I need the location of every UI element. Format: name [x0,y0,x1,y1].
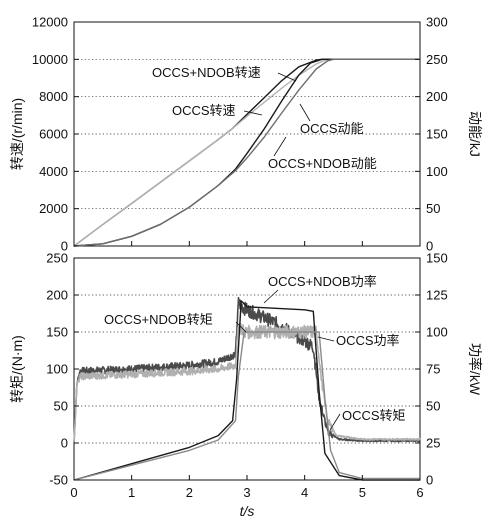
right-tick-label: 150 [426,127,448,142]
top-grid [74,58,420,210]
right-tick-label: 50 [426,399,440,414]
left-tick-label: 50 [54,399,68,414]
right-tick-label: 75 [426,362,440,377]
annotation-occs-ndob-power: OCCS+NDOB功率 [268,274,377,289]
top-right-axis-label: 动能/kJ [467,111,483,157]
x-tick-label: 1 [128,485,135,500]
top-left-axis-label: 转速/(r/min) [9,98,25,170]
annotation-occs-ndob-speed: OCCS+NDOB转速 [152,65,261,80]
left-tick-label: -50 [49,473,68,488]
annotation-occs-speed: OCCS转速 [172,103,236,118]
bottom-right-axis-label: 功率/kW [467,343,483,396]
left-tick-label: 4000 [39,164,68,179]
series-occs转矩 [73,322,421,443]
left-tick-label: 0 [61,239,68,254]
left-tick-label: 6000 [39,127,68,142]
bottom-left-axis-label: 转矩/(N·m) [9,335,25,403]
x-tick-label: 4 [301,485,308,500]
series-occs动能 [73,58,420,247]
right-tick-label: 300 [426,15,448,30]
left-tick-label: 100 [46,362,68,377]
left-tick-label: 12000 [32,15,68,30]
x-tick-label: 6 [416,485,423,500]
x-tick-label: 5 [359,485,366,500]
x-tick-label: 3 [243,485,250,500]
series-occs功率 [73,331,420,481]
top-series [73,58,420,247]
annotation-occs-energy-leader [299,103,311,122]
annotation-occs-torque: OCCS转矩 [342,408,406,423]
series-occs-ndob功率 [73,300,420,481]
annotation-occs-power: OCCS功率 [336,333,400,348]
series-occs-ndob动能 [73,58,420,247]
right-tick-label: 125 [426,288,448,303]
annotation-occs-energy: OCCS动能 [300,121,364,136]
left-tick-label: 2000 [39,201,68,216]
right-tick-label: 25 [426,436,440,451]
right-tick-label: 100 [426,325,448,340]
annotation-occs-ndob-energy-leader [273,136,287,157]
x-axis-label: t/s [240,503,255,519]
left-tick-label: 200 [46,288,68,303]
top-panel: 0 2000 4000 6000 8000 10000 12000 0 50 100 150 200 2… [9,15,483,254]
right-tick-label: 0 [426,473,433,488]
right-tick-label: 200 [426,89,448,104]
right-tick-label: 50 [426,201,440,216]
annotation-occs-speed-leader [243,110,263,116]
right-tick-label: 250 [426,52,448,67]
annotation-occs-ndob-speed-leader [277,72,297,82]
annotation-occs-ndob-torque-leader [235,321,247,333]
left-tick-label: 10000 [32,52,68,67]
annotation-occs-ndob-energy: OCCS+NDOB动能 [268,156,377,171]
right-tick-label: 100 [426,164,448,179]
top-ticks: 0 2000 4000 6000 8000 10000 12000 0 50 100 150 200 2… [32,15,448,254]
annotation-occs-ndob-power-leader [263,289,279,304]
bottom-series [73,296,421,481]
left-tick-label: 8000 [39,89,68,104]
annotation-occs-torque-leader [329,413,341,431]
right-tick-label: 150 [426,251,448,266]
x-tick-label: 0 [70,485,77,500]
annotation-occs-power-leader [317,336,335,342]
left-tick-label: 0 [61,436,68,451]
x-tick-label: 2 [186,485,193,500]
annotation-occs-ndob-torque: OCCS+NDOB转矩 [104,312,213,327]
left-tick-label: 150 [46,325,68,340]
right-tick-label: 0 [426,239,433,254]
left-tick-label: 250 [46,251,68,266]
